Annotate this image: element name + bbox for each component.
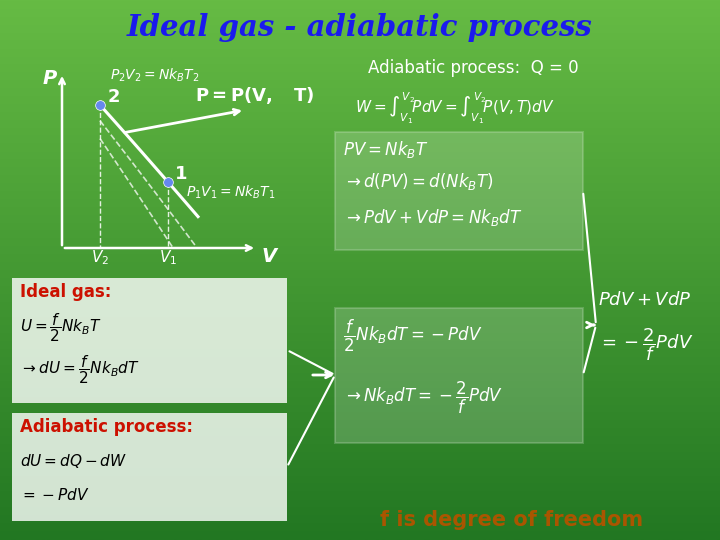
Text: $W = \int_{V_1}^{V_2}\!PdV = \int_{V_1}^{V_2}\!P(V,T)dV$: $W = \int_{V_1}^{V_2}\!PdV = \int_{V_1}^… <box>355 90 554 126</box>
Text: P: P <box>43 69 57 87</box>
Text: $P_2V_2 = Nk_BT_2$: $P_2V_2 = Nk_BT_2$ <box>110 66 199 84</box>
Text: 1: 1 <box>175 165 187 183</box>
Text: $\mathbf{P = P(V, \quad T)}$: $\mathbf{P = P(V, \quad T)}$ <box>195 84 315 105</box>
FancyBboxPatch shape <box>335 308 583 443</box>
FancyBboxPatch shape <box>12 413 287 521</box>
Text: Adiabatic process:  Q = 0: Adiabatic process: Q = 0 <box>368 59 579 77</box>
FancyBboxPatch shape <box>335 132 583 250</box>
Text: $\dfrac{f}{2}Nk_BdT = -PdV$: $\dfrac{f}{2}Nk_BdT = -PdV$ <box>343 318 482 354</box>
Text: $\rightarrow Nk_BdT = -\dfrac{2}{f}PdV$: $\rightarrow Nk_BdT = -\dfrac{2}{f}PdV$ <box>343 380 503 416</box>
Text: $PdV + VdP$: $PdV + VdP$ <box>598 291 691 309</box>
Text: Ideal gas:: Ideal gas: <box>20 283 112 301</box>
Text: $V_1$: $V_1$ <box>159 248 177 267</box>
Text: Ideal gas - adiabatic process: Ideal gas - adiabatic process <box>127 14 593 43</box>
Text: $= -PdV$: $= -PdV$ <box>20 487 89 503</box>
Text: $P_1V_1 = Nk_BT_1$: $P_1V_1 = Nk_BT_1$ <box>186 183 275 201</box>
FancyBboxPatch shape <box>12 278 287 403</box>
Text: $V_2$: $V_2$ <box>91 248 109 267</box>
Text: Adiabatic process:: Adiabatic process: <box>20 418 193 436</box>
Text: V: V <box>261 246 276 266</box>
Text: f is degree of freedom: f is degree of freedom <box>380 510 643 530</box>
Text: $U = \dfrac{f}{2}Nk_BT$: $U = \dfrac{f}{2}Nk_BT$ <box>20 312 102 345</box>
Text: $\rightarrow d(PV) = d(Nk_BT)$: $\rightarrow d(PV) = d(Nk_BT)$ <box>343 172 493 192</box>
Text: $\rightarrow PdV + VdP = Nk_BdT$: $\rightarrow PdV + VdP = Nk_BdT$ <box>343 206 523 227</box>
Text: $PV = Nk_BT$: $PV = Nk_BT$ <box>343 139 428 160</box>
Text: $dU = dQ - dW$: $dU = dQ - dW$ <box>20 452 127 470</box>
Text: $= -\dfrac{2}{f}PdV$: $= -\dfrac{2}{f}PdV$ <box>598 327 693 363</box>
Text: $\rightarrow dU = \dfrac{f}{2}Nk_BdT$: $\rightarrow dU = \dfrac{f}{2}Nk_BdT$ <box>20 354 140 387</box>
Text: 2: 2 <box>108 88 120 106</box>
